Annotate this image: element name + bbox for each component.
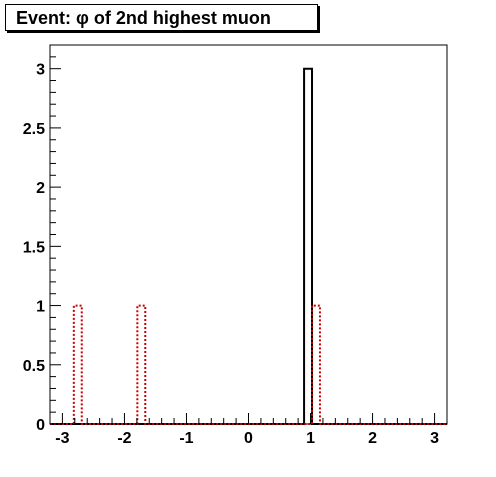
plot-frame: [49, 44, 448, 425]
y-tick-label: 1: [36, 299, 45, 316]
x-tick-label: 3: [430, 430, 439, 447]
histogram-series-1-bin-1: [304, 69, 312, 424]
histogram-series-2-outline: [50, 304, 447, 425]
chart-title: Event: φ of 2nd highest muon: [16, 8, 271, 28]
x-tick-label: -1: [179, 430, 193, 447]
y-tick-label: 2: [36, 180, 45, 197]
histogram-series-2-bin-1: [74, 306, 82, 424]
x-tick-label: 2: [368, 430, 377, 447]
y-tick-label: 2.5: [23, 121, 45, 138]
histogram-series-1-outline: [50, 67, 447, 425]
x-tick-label: -3: [55, 430, 69, 447]
histogram-series-2-bin-3: [312, 306, 320, 424]
y-tick-label: 0: [36, 417, 45, 434]
x-tick-label: -2: [117, 430, 131, 447]
y-tick-label: 0.5: [23, 358, 45, 375]
title-box: Event: φ of 2nd highest muon: [5, 4, 318, 31]
x-tick-label: 1: [306, 430, 315, 447]
y-tick-label: 1.5: [23, 239, 45, 256]
y-tick-label: 3: [36, 62, 45, 79]
histogram-series-2-bin-2: [137, 306, 145, 424]
x-tick-label: 0: [244, 430, 253, 447]
